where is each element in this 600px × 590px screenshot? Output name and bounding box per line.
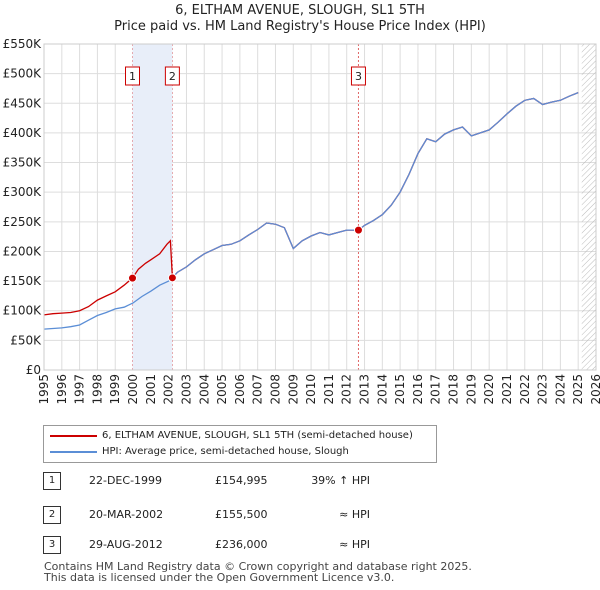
y-tick-label: £500K	[3, 67, 43, 81]
x-tick-label: 2016	[411, 374, 425, 405]
x-tick-label: 1998	[90, 374, 104, 405]
x-tick-label: 1997	[73, 374, 87, 405]
sale-price: £154,995	[215, 474, 268, 487]
sale-price: £155,500	[215, 508, 268, 521]
legend-swatch-property	[50, 435, 97, 437]
x-tick-label: 2019	[464, 374, 478, 405]
table-row: 2 20-MAR-2002 £155,500 ≈ HPI	[0, 506, 600, 526]
x-tick-label: 2004	[197, 374, 211, 405]
price-chart: 1 2 3 £0 £50K £100K £150K £200K £250K £300K £350K…	[3, 37, 600, 405]
sale-hpi-comparison: ≈ HPI	[339, 538, 370, 551]
x-tick-label: 2005	[215, 374, 229, 405]
x-tick-label: 2006	[233, 374, 247, 405]
x-tick-label: 2014	[375, 374, 389, 405]
sale-label-box-1	[124, 66, 140, 86]
x-tick-label: 1996	[55, 374, 69, 405]
y-tick-label: £400K	[3, 126, 43, 140]
hpi-line	[43, 91, 579, 330]
legend: 6, ELTHAM AVENUE, SLOUGH, SL1 5TH (semi-…	[43, 425, 437, 463]
ownership-shade	[132, 44, 173, 370]
plot-area	[44, 44, 596, 370]
footer: Contains HM Land Registry data © Crown c…	[44, 561, 472, 583]
y-tick-label: £250K	[3, 215, 43, 229]
chart-title-line1: 6, ELTHAM AVENUE, SLOUGH, SL1 5TH	[175, 3, 425, 18]
x-tick-label: 2009	[286, 374, 300, 405]
x-tick-label: 2003	[179, 374, 193, 405]
sale-point-2	[167, 273, 177, 283]
x-tick-label: 2022	[518, 374, 532, 405]
x-tick-label: 2018	[447, 374, 461, 405]
sale-number-badge: 3	[43, 536, 61, 554]
y-tick-label: £550K	[3, 37, 43, 51]
x-tick-label: 2015	[393, 374, 407, 405]
x-tick-label: 2026	[589, 374, 600, 405]
x-tick-label: 2025	[571, 374, 585, 405]
table-row: 1 22-DEC-1999 £154,995 39% ↑ HPI	[0, 472, 600, 492]
x-tick-label: 2010	[304, 374, 318, 405]
sale-label-box-3	[350, 66, 366, 86]
x-tick-label: 1995	[37, 374, 51, 405]
x-tick-label: 2012	[340, 374, 354, 405]
sale-hpi-comparison: ≈ HPI	[339, 508, 370, 521]
sale-label-3: 3	[355, 70, 362, 83]
legend-swatch-hpi	[50, 451, 97, 453]
sale-price: £236,000	[215, 538, 268, 551]
sale-date: 20-MAR-2002	[89, 508, 164, 521]
table-row: 3 29-AUG-2012 £236,000 ≈ HPI	[0, 536, 600, 556]
sale-date: 22-DEC-1999	[89, 474, 163, 487]
y-tick-label: £0	[26, 363, 41, 377]
x-tick-label: 2000	[126, 374, 140, 405]
footer-copyright: Contains HM Land Registry data © Crown c…	[44, 560, 472, 573]
x-tick-label: 2017	[429, 374, 443, 405]
x-tick-label: 2023	[536, 374, 550, 405]
sale-label-2: 2	[169, 70, 176, 83]
sale-label-1: 1	[129, 70, 136, 83]
x-tick-label: 2020	[482, 374, 496, 405]
legend-label-hpi: HPI: Average price, semi-detached house,…	[102, 446, 349, 457]
x-tick-label: 1999	[108, 374, 122, 405]
y-tick-label: £50K	[10, 333, 42, 347]
footer-licence: This data is licensed under the Open Gov…	[44, 571, 395, 584]
x-tick-label: 2021	[500, 374, 514, 405]
y-tick-label: £200K	[3, 244, 43, 258]
x-tick-label: 2008	[268, 374, 282, 405]
legend-label-property: 6, ELTHAM AVENUE, SLOUGH, SL1 5TH (semi-…	[102, 430, 413, 441]
sale-hpi-comparison: 39% ↑ HPI	[311, 474, 370, 487]
future-hatch	[581, 44, 596, 370]
y-tick-label: £350K	[3, 156, 43, 170]
sale-point-3	[353, 225, 363, 235]
x-tick-label: 2007	[251, 374, 265, 405]
x-tick-label: 2002	[162, 374, 176, 405]
y-tick-label: £300K	[3, 185, 43, 199]
sale-date: 29-AUG-2012	[89, 538, 163, 551]
sale-number-badge: 2	[43, 506, 61, 524]
y-tick-label: £100K	[3, 304, 43, 318]
chart-title-line2: Price paid vs. HM Land Registry's House …	[114, 19, 486, 34]
x-tick-label: 2011	[322, 374, 336, 405]
y-tick-label: £150K	[3, 274, 43, 288]
plot-frame	[43, 43, 597, 371]
sale-point-1	[127, 273, 137, 283]
x-tick-label: 2024	[553, 374, 567, 405]
sale-number-badge: 1	[43, 472, 61, 490]
sale-label-box-2	[164, 66, 180, 86]
x-tick-label: 2001	[144, 374, 158, 405]
x-tick-label: 2013	[358, 374, 372, 405]
y-tick-label: £450K	[3, 96, 43, 110]
